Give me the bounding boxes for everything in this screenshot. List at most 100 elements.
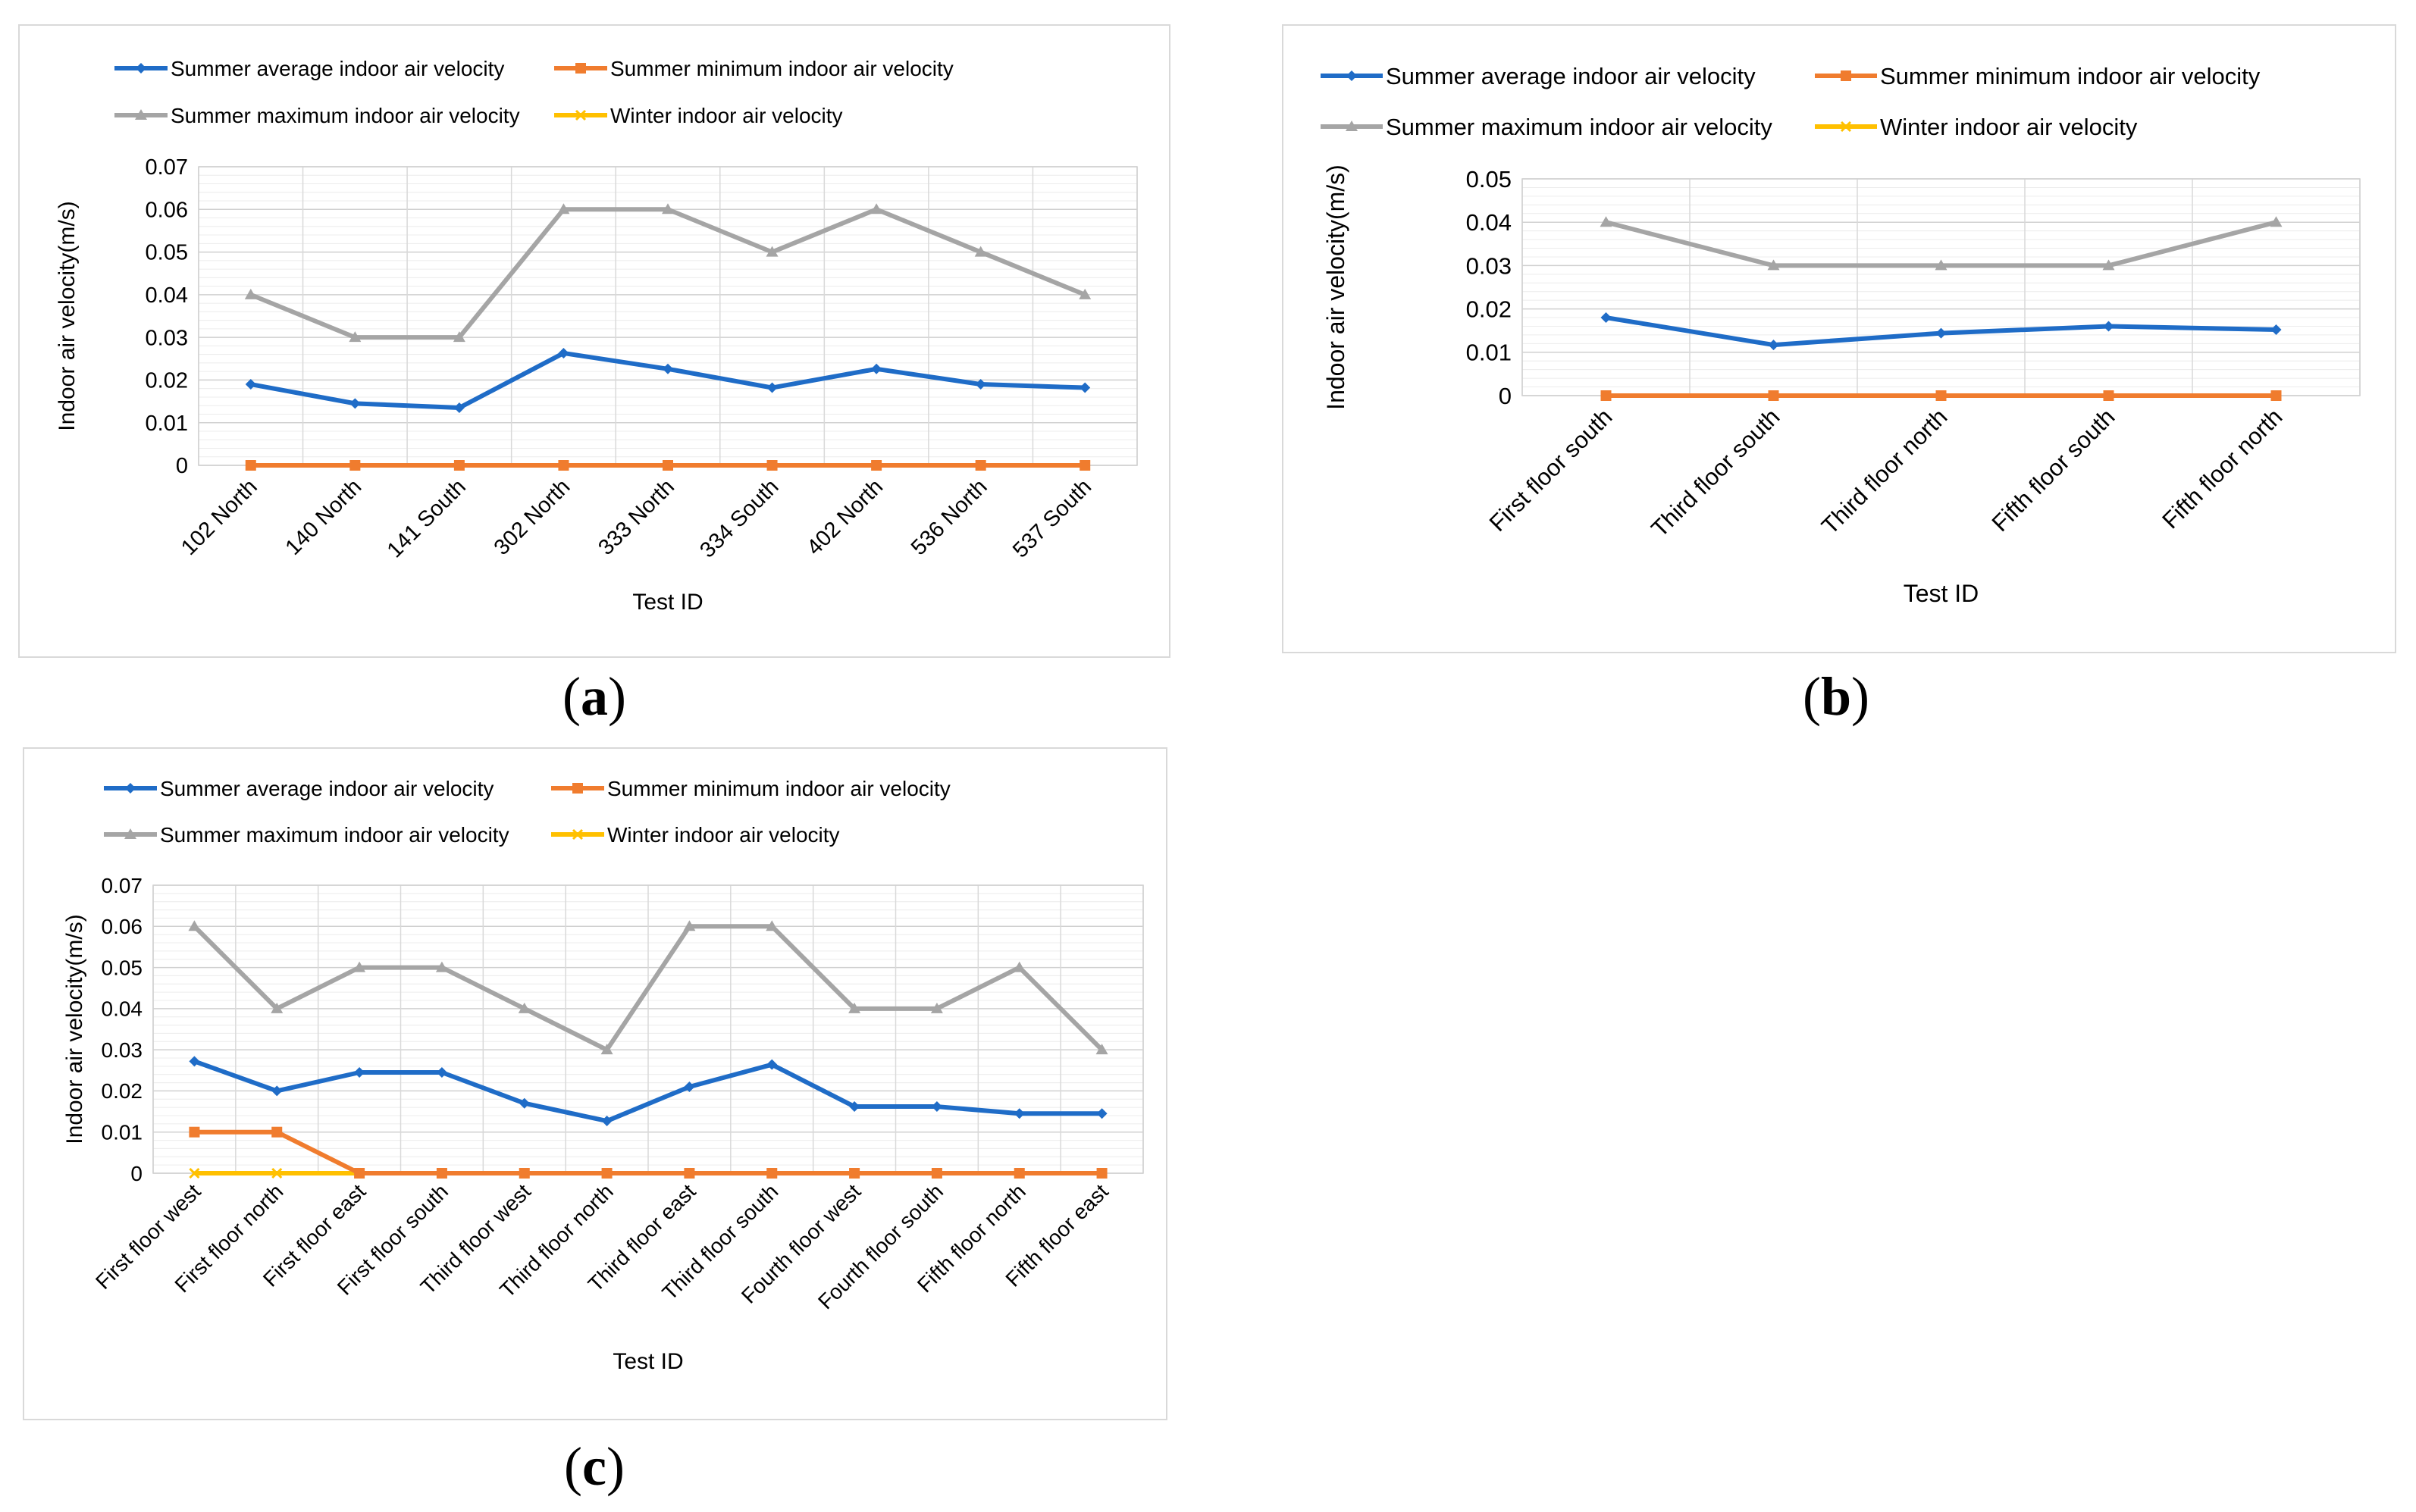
y-tick-label: 0.03 [146, 326, 188, 350]
legend-label: Summer maximum indoor air velocity [160, 823, 509, 847]
marker-stroke [189, 1167, 200, 1179]
data-point [930, 1002, 943, 1013]
x-tick-label: Fifth floor south [1987, 403, 2120, 537]
data-point [453, 460, 465, 471]
data-point [849, 1168, 860, 1179]
chart-panel-b: 0 0.01 0.02 0.03 0.04 0.05 First floor south Th… [1282, 24, 2396, 653]
data-point [245, 379, 256, 390]
legend-label: Summer maximum indoor air velocity [1386, 114, 1772, 140]
data-point [557, 203, 570, 214]
x-tick-label: Fifth floor north [2157, 403, 2287, 534]
y-tick-label: 0.06 [146, 198, 188, 222]
data-point [436, 1168, 447, 1179]
legend-item: Summer minimum indoor air velocity [1815, 63, 2261, 89]
data-point [349, 331, 362, 343]
series-line [249, 207, 1086, 340]
data-point [244, 288, 257, 299]
series-1 [189, 1126, 1108, 1179]
x-axis-title: Test ID [632, 590, 703, 615]
x-tick-label: 302 North [490, 474, 575, 560]
data-point [1014, 1108, 1025, 1119]
data-point [271, 1002, 284, 1013]
plot-area [1521, 178, 2361, 396]
y-tick-label: 0 [130, 1162, 143, 1185]
data-point [245, 460, 256, 471]
x-tick-label: 334 South [695, 474, 783, 562]
data-point [436, 1067, 447, 1078]
x-tick-label: First floor south [1484, 403, 1618, 537]
data-point [1767, 259, 1780, 271]
data-point [2270, 390, 2282, 401]
data-point [663, 363, 673, 374]
data-point [1600, 216, 1612, 227]
x-axis-title: Test ID [1904, 580, 1979, 607]
x-tick-label: 141 South [383, 474, 471, 562]
y-tick-label: 0.02 [102, 1079, 143, 1103]
legend-marker [125, 783, 136, 794]
legend-marker [1346, 121, 1358, 131]
data-point [2103, 321, 2114, 332]
data-point [354, 1168, 365, 1179]
data-point [518, 1002, 531, 1013]
legend-marker [1346, 70, 1357, 81]
data-point [766, 246, 779, 257]
legend-marker [572, 828, 584, 841]
data-point [189, 1056, 200, 1067]
legend-item: Winter indoor air velocity [551, 823, 840, 847]
data-point [189, 1167, 200, 1179]
data-point [663, 460, 673, 471]
data-point [353, 961, 366, 972]
data-point [558, 460, 569, 471]
data-point [848, 1002, 861, 1013]
data-point [600, 1044, 613, 1055]
data-point [871, 460, 882, 471]
caption-c: (c) [564, 1436, 625, 1497]
legend-label: Summer average indoor air velocity [171, 57, 504, 80]
legend-item: Summer average indoor air velocity [104, 777, 494, 800]
legend-item: Winter indoor air velocity [1815, 114, 2138, 140]
x-axis-title: Test ID [613, 1349, 683, 1374]
legend-label: Summer minimum indoor air velocity [610, 57, 954, 80]
data-point [975, 379, 986, 390]
legend-item: Summer maximum indoor air velocity [104, 823, 509, 847]
x-tick-label: 333 North [594, 474, 679, 560]
series-1 [1600, 390, 2282, 401]
legend: Summer average indoor air velocity Summer… [114, 57, 954, 127]
legend-marker [135, 109, 147, 120]
y-axis-title: Indoor air velocity(m/s) [55, 201, 80, 430]
data-point [271, 1167, 283, 1179]
data-point [349, 460, 361, 471]
legend-item: Summer minimum indoor air velocity [554, 57, 954, 80]
series-1 [245, 460, 1091, 471]
data-point [766, 1168, 778, 1179]
y-tick-label: 0.04 [102, 997, 143, 1021]
data-point [1935, 327, 1947, 339]
x-tick-label: 537 South [1008, 474, 1096, 562]
data-point [188, 920, 201, 931]
x-tick-label: Third floor north [1816, 403, 1952, 539]
data-point [766, 460, 778, 471]
data-point [354, 1067, 365, 1078]
chart-panel-c: 0 0.01 0.02 0.03 0.04 0.05 0.06 0.07 First floor… [23, 747, 1167, 1420]
marker-stroke [572, 828, 584, 841]
legend-label: Summer minimum indoor air velocity [607, 777, 951, 800]
data-point [435, 961, 448, 972]
data-point [684, 1168, 695, 1179]
x-tick-label: Third floor south [1646, 403, 1785, 542]
data-point [1096, 1168, 1108, 1179]
legend-item: Summer minimum indoor air velocity [551, 777, 951, 800]
data-point [975, 460, 986, 471]
data-point [683, 920, 696, 931]
legend-marker [124, 828, 136, 839]
data-point [453, 402, 465, 414]
x-tick-label: 102 North [177, 474, 262, 560]
legend-label: Summer average indoor air velocity [160, 777, 494, 800]
y-tick-label: 0.01 [1466, 340, 1512, 366]
series-0 [189, 1056, 1108, 1127]
data-point [1768, 340, 1779, 351]
data-point [1080, 460, 1091, 471]
data-point [1768, 390, 1779, 401]
